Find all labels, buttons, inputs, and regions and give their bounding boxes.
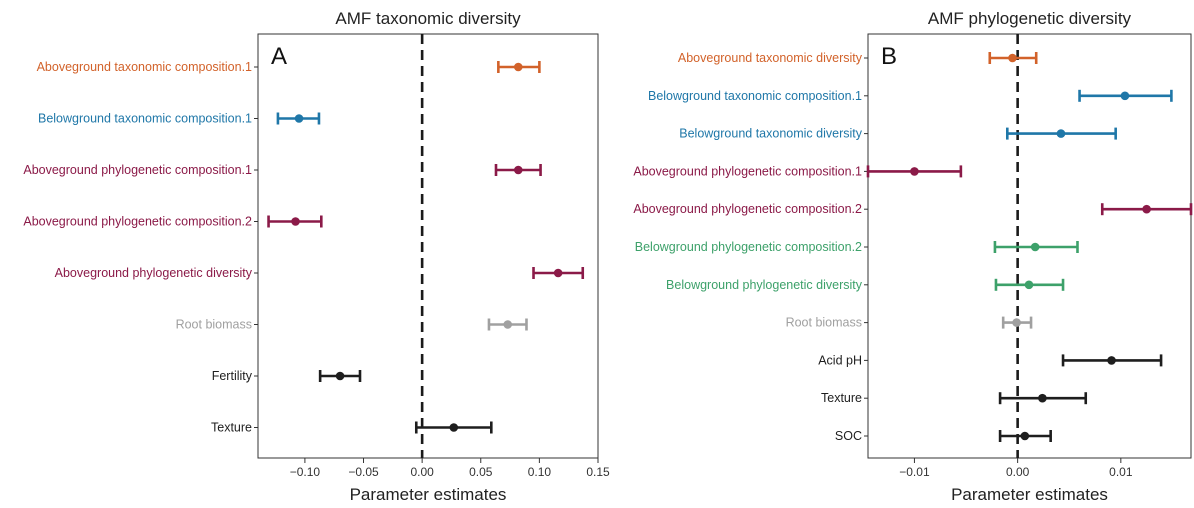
panel-b: AMF phylogenetic diversity B −0.01 0.00 0.01… xyxy=(633,9,1193,504)
plot-frame xyxy=(867,33,1192,459)
x-tick-label: 0.00 xyxy=(410,465,434,479)
category-label: Acid pH xyxy=(818,353,862,367)
x-tick-label: 0.00 xyxy=(1006,465,1030,479)
estimate-point xyxy=(513,165,523,175)
category-label: Aboveground taxonomic composition.1 xyxy=(37,60,252,74)
panel-label: A xyxy=(271,43,287,70)
category-label: Texture xyxy=(211,421,252,435)
category-label: Aboveground phylogenetic composition.1 xyxy=(23,163,252,177)
chart-title: AMF taxonomic diversity xyxy=(335,9,521,28)
estimate-point xyxy=(513,62,523,72)
category-label: Aboveground phylogenetic composition.1 xyxy=(633,164,862,178)
estimate-point xyxy=(1038,393,1047,403)
category-label: Belowground phylogenetic composition.2 xyxy=(635,240,862,254)
category-label: Fertility xyxy=(212,369,253,383)
x-tick-label: 0.15 xyxy=(586,465,610,479)
category-label: SOC xyxy=(835,429,862,443)
x-tick-label: −0.10 xyxy=(290,465,321,479)
category-label: Aboveground taxonomic diversity xyxy=(678,51,863,65)
x-tick-label: 0.01 xyxy=(1109,465,1133,479)
category-label: Belowground taxonomic composition.1 xyxy=(38,112,252,126)
estimate-point xyxy=(1120,91,1130,101)
estimate-point xyxy=(449,423,459,432)
estimate-point xyxy=(1107,356,1116,365)
panel-label: B xyxy=(881,43,897,70)
category-label: Root biomass xyxy=(786,316,862,330)
category-label: Root biomass xyxy=(176,318,252,332)
estimate-point xyxy=(1024,280,1034,290)
x-tick-label: 0.05 xyxy=(469,465,493,479)
x-tick-label: 0.10 xyxy=(528,465,552,479)
estimate-point xyxy=(1056,129,1066,138)
x-tick-label: −0.05 xyxy=(348,465,379,479)
estimate-point xyxy=(294,114,304,123)
estimate-point xyxy=(291,217,300,226)
estimate-point xyxy=(553,268,563,278)
estimate-point xyxy=(1020,431,1030,441)
estimate-point xyxy=(1142,204,1151,214)
category-label: Belowground taxonomic composition.1 xyxy=(648,89,862,103)
estimate-point xyxy=(503,320,513,329)
category-label: Aboveground phylogenetic composition.2 xyxy=(633,202,862,216)
chart-title: AMF phylogenetic diversity xyxy=(928,9,1132,28)
category-label: Aboveground phylogenetic composition.2 xyxy=(23,215,252,229)
plot-frame xyxy=(257,33,599,459)
estimate-point xyxy=(1012,318,1021,327)
category-label: Texture xyxy=(821,391,862,405)
estimate-point xyxy=(910,167,919,176)
category-label: Aboveground phylogenetic diversity xyxy=(55,266,253,280)
category-label: Belowground phylogenetic diversity xyxy=(666,278,863,292)
x-axis-label: Parameter estimates xyxy=(951,485,1108,504)
estimate-point xyxy=(1030,242,1040,252)
estimate-point xyxy=(1008,53,1017,63)
x-axis-label: Parameter estimates xyxy=(350,485,507,504)
panel-a: AMF taxonomic diversity A −0.10 −0.05 0.00 0.… xyxy=(23,9,610,504)
category-label: Belowground taxonomic diversity xyxy=(679,127,862,141)
estimate-point xyxy=(335,371,345,381)
x-tick-label: −0.01 xyxy=(899,465,930,479)
